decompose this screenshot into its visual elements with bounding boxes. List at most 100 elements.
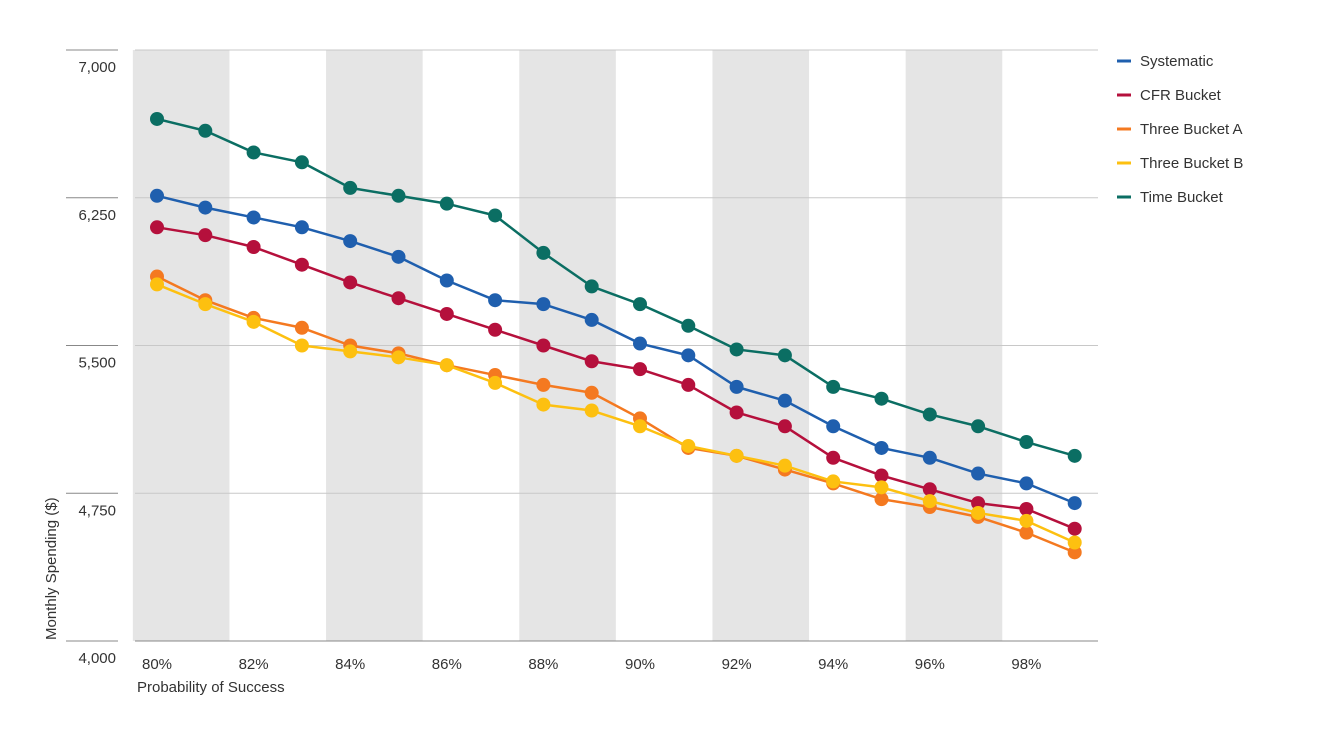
x-tick-label: 96% bbox=[915, 656, 945, 673]
data-point bbox=[729, 448, 744, 463]
data-point bbox=[922, 407, 937, 422]
data-point bbox=[343, 275, 358, 290]
legend-label: Systematic bbox=[1140, 53, 1214, 70]
data-point bbox=[246, 240, 261, 254]
legend-label: Three Bucket A bbox=[1140, 121, 1243, 138]
y-tick-label: 7,000 bbox=[78, 59, 116, 76]
data-point bbox=[1019, 513, 1034, 528]
data-point bbox=[1067, 448, 1082, 463]
data-point bbox=[971, 505, 986, 520]
data-point bbox=[536, 245, 551, 260]
data-point bbox=[198, 123, 213, 138]
x-tick-label: 86% bbox=[432, 656, 462, 673]
data-point bbox=[343, 180, 358, 195]
series-3 bbox=[150, 277, 1082, 550]
data-point bbox=[1067, 521, 1082, 536]
data-point bbox=[777, 348, 792, 363]
data-point bbox=[874, 492, 889, 507]
data-point bbox=[391, 350, 406, 365]
x-tick-label: 90% bbox=[625, 656, 655, 673]
data-point bbox=[198, 200, 213, 215]
data-point bbox=[1019, 502, 1034, 517]
data-point bbox=[826, 474, 841, 489]
data-point bbox=[777, 393, 792, 408]
series-line bbox=[156, 226, 1076, 530]
data-point bbox=[343, 234, 358, 249]
data-point bbox=[922, 482, 937, 497]
data-point bbox=[729, 379, 744, 394]
legend-label: CFR Bucket bbox=[1140, 87, 1222, 104]
y-axis-title: Monthly Spending ($) bbox=[43, 497, 60, 640]
data-point bbox=[971, 496, 986, 511]
data-point bbox=[633, 362, 647, 377]
data-point bbox=[439, 273, 454, 288]
data-point bbox=[584, 403, 599, 418]
data-point bbox=[584, 279, 599, 294]
data-point bbox=[777, 419, 792, 434]
x-tick-label: 94% bbox=[818, 656, 848, 673]
data-point bbox=[1019, 476, 1034, 491]
data-point bbox=[439, 358, 454, 373]
data-point bbox=[294, 338, 309, 353]
data-point bbox=[150, 111, 164, 126]
data-point bbox=[729, 342, 744, 357]
data-point bbox=[826, 419, 841, 434]
data-point bbox=[826, 450, 841, 465]
data-point bbox=[536, 338, 551, 353]
data-point bbox=[633, 297, 647, 312]
data-point bbox=[971, 419, 986, 434]
data-point bbox=[777, 458, 792, 473]
data-point bbox=[633, 336, 647, 351]
data-point bbox=[488, 375, 503, 390]
data-point bbox=[584, 312, 599, 327]
data-point bbox=[729, 405, 744, 420]
x-tick-label: 84% bbox=[335, 656, 365, 673]
data-point bbox=[246, 314, 261, 329]
data-point bbox=[633, 419, 647, 434]
data-point bbox=[198, 228, 213, 243]
data-point bbox=[874, 480, 889, 495]
data-point bbox=[391, 249, 406, 264]
data-point bbox=[294, 155, 309, 170]
data-point bbox=[488, 208, 503, 223]
axes: 4,000 4,750 5,500 6,250 7,000 80% 82% 84% 86% 88%… bbox=[66, 49, 1098, 673]
data-point bbox=[536, 377, 551, 392]
data-point bbox=[391, 291, 406, 306]
data-point bbox=[874, 468, 889, 483]
series-1 bbox=[150, 220, 1082, 536]
y-tick-label: 4,000 bbox=[78, 650, 116, 667]
data-point bbox=[294, 220, 309, 235]
data-point bbox=[681, 377, 696, 392]
data-point bbox=[1067, 535, 1082, 550]
data-point bbox=[536, 397, 551, 412]
series-line bbox=[156, 283, 1076, 544]
series-0 bbox=[150, 188, 1082, 511]
x-tick-label: 92% bbox=[722, 656, 752, 673]
data-point bbox=[391, 188, 406, 203]
series-line bbox=[156, 194, 1076, 505]
legend-label: Three Bucket B bbox=[1140, 155, 1243, 172]
data-point bbox=[922, 450, 937, 465]
data-point bbox=[246, 145, 261, 160]
data-point bbox=[681, 348, 696, 363]
x-tick-label: 88% bbox=[528, 656, 558, 673]
data-point bbox=[922, 494, 937, 509]
y-tick-label: 4,750 bbox=[78, 502, 116, 519]
x-axis-title: Probability of Success bbox=[137, 679, 285, 696]
data-point bbox=[826, 379, 841, 394]
data-point bbox=[681, 318, 696, 333]
data-point bbox=[150, 220, 164, 235]
data-point bbox=[1067, 545, 1082, 560]
legend-label: Time Bucket bbox=[1140, 189, 1224, 206]
y-tick-label: 5,500 bbox=[78, 355, 116, 372]
x-tick-label: 82% bbox=[239, 656, 269, 673]
data-point bbox=[150, 277, 164, 292]
series-line bbox=[156, 275, 1076, 554]
data-point bbox=[584, 354, 599, 369]
legend: Systematic CFR Bucket Three Bucket A Three … bbox=[1117, 53, 1243, 206]
series-4 bbox=[150, 111, 1082, 463]
data-point bbox=[536, 297, 551, 312]
data-point bbox=[1067, 496, 1082, 511]
x-tick-label: 80% bbox=[142, 656, 172, 673]
